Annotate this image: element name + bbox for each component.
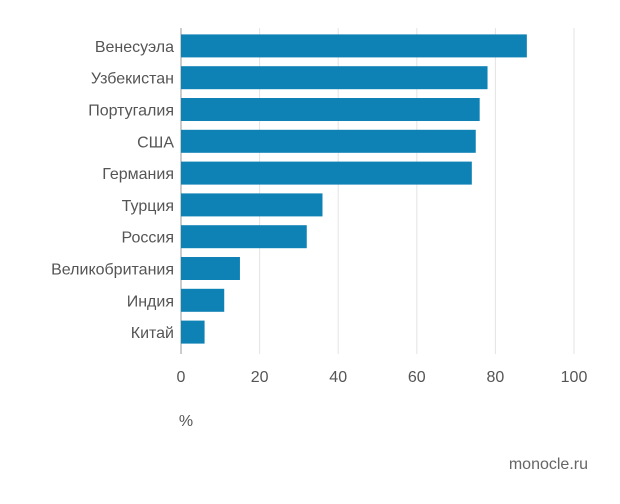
bar xyxy=(181,193,323,217)
x-tick-labels: 0 20 40 60 80 100 xyxy=(177,369,588,386)
x-tick-label: 60 xyxy=(408,369,426,386)
x-unit-label: % xyxy=(179,413,193,430)
category-label: Германия xyxy=(102,166,174,183)
bar xyxy=(181,34,527,58)
category-label: Великобритания xyxy=(51,262,174,279)
bar xyxy=(181,161,472,185)
x-tick-label: 20 xyxy=(251,369,269,386)
category-label: Португалия xyxy=(88,103,174,120)
bars xyxy=(181,34,527,344)
bar xyxy=(181,257,240,280)
category-label: Россия xyxy=(122,230,174,247)
bar xyxy=(181,98,480,121)
source-credit: monocle.ru xyxy=(508,456,588,473)
x-tick-label: 80 xyxy=(487,369,505,386)
x-tick-label: 100 xyxy=(561,369,588,386)
category-label: Венесуэла xyxy=(95,39,174,56)
bar xyxy=(181,129,476,153)
bar xyxy=(181,66,488,90)
category-label: Китай xyxy=(131,325,174,342)
x-tick-label: 0 xyxy=(177,369,186,386)
category-label: США xyxy=(137,134,174,151)
x-tick-label: 40 xyxy=(329,369,347,386)
bar xyxy=(181,225,307,249)
category-labels: Венесуэла Узбекистан Португалия США Германия… xyxy=(51,39,174,342)
bar xyxy=(181,320,205,344)
category-label: Индия xyxy=(127,293,174,310)
category-label: Турция xyxy=(122,198,174,215)
bar xyxy=(181,288,225,312)
category-label: Узбекистан xyxy=(91,71,174,88)
